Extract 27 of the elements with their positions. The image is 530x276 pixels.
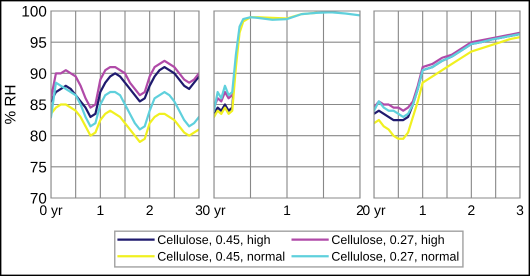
- y-tick-label: 95: [30, 37, 46, 48]
- x-tick-label: 1: [284, 205, 290, 216]
- line-series: [51, 103, 199, 144]
- y-tick-label: 85: [30, 99, 46, 110]
- legend-label: Cellulose, 0.27, high: [332, 234, 444, 247]
- legend-label: Cellulose, 0.45, high: [158, 234, 270, 247]
- x-tick-label: 2: [146, 205, 153, 216]
- x-tick-label: 2: [356, 205, 364, 216]
- x-tick-label: 3: [196, 205, 202, 216]
- x-tick-label: 2: [468, 205, 474, 216]
- line-series: [51, 82, 199, 131]
- x-tick-label: 1: [98, 205, 104, 216]
- line-series: [51, 66, 199, 118]
- x-tick-label: 0 yr: [362, 205, 386, 218]
- x-tick-label: 3: [516, 205, 524, 216]
- y-tick-label: 70: [30, 192, 46, 204]
- line-series: [51, 60, 199, 109]
- x-tick-label: 0 yr: [40, 205, 62, 218]
- legend-label: Cellulose, 0.27, normal: [332, 252, 458, 262]
- y-tick-label: 90: [30, 68, 46, 80]
- y-tick-label: 80: [30, 130, 46, 142]
- x-tick-label: 1: [420, 205, 426, 216]
- y-tick-label: 100: [22, 6, 46, 17]
- y-axis-title: % RH: [4, 86, 16, 124]
- y-tick-label: 75: [30, 162, 46, 173]
- legend-label: Cellulose, 0.45, normal: [158, 252, 284, 262]
- x-tick-label: 0 yr: [202, 205, 226, 218]
